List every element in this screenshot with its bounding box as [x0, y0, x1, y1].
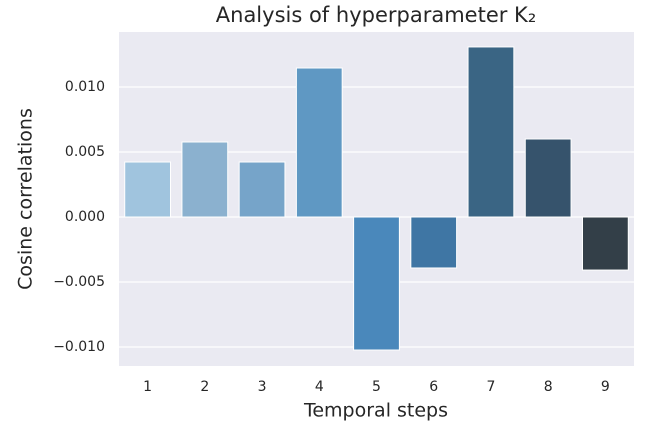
x-tick-label: 7 [486, 379, 495, 395]
bar [124, 161, 171, 218]
x-tick-label: 3 [258, 379, 267, 395]
bar [295, 67, 343, 218]
bar [582, 216, 629, 271]
y-tick-label: −0.010 [53, 339, 105, 355]
y-axis-label: Cosine correlations [15, 108, 37, 290]
bar [353, 216, 400, 351]
bar [238, 161, 286, 218]
bar [410, 216, 458, 269]
x-axis-label: Temporal steps [303, 400, 448, 422]
y-tick-label: 0.010 [65, 79, 105, 95]
bar [181, 141, 229, 218]
x-tick-label: 9 [601, 379, 610, 395]
bar [467, 46, 515, 218]
bar [524, 138, 572, 218]
x-tick-label: 8 [544, 379, 553, 395]
y-tick-label: −0.005 [53, 274, 105, 290]
x-tick-label: 6 [429, 379, 438, 395]
y-tick-label: 0.000 [65, 209, 105, 225]
x-tick-label: 1 [143, 379, 152, 395]
x-tick-label: 5 [372, 379, 381, 395]
chart-title: Analysis of hyperparameter K₂ [216, 3, 536, 27]
y-tick-label: 0.005 [65, 144, 105, 160]
x-tick-label: 4 [315, 379, 324, 395]
x-tick-label: 2 [200, 379, 209, 395]
